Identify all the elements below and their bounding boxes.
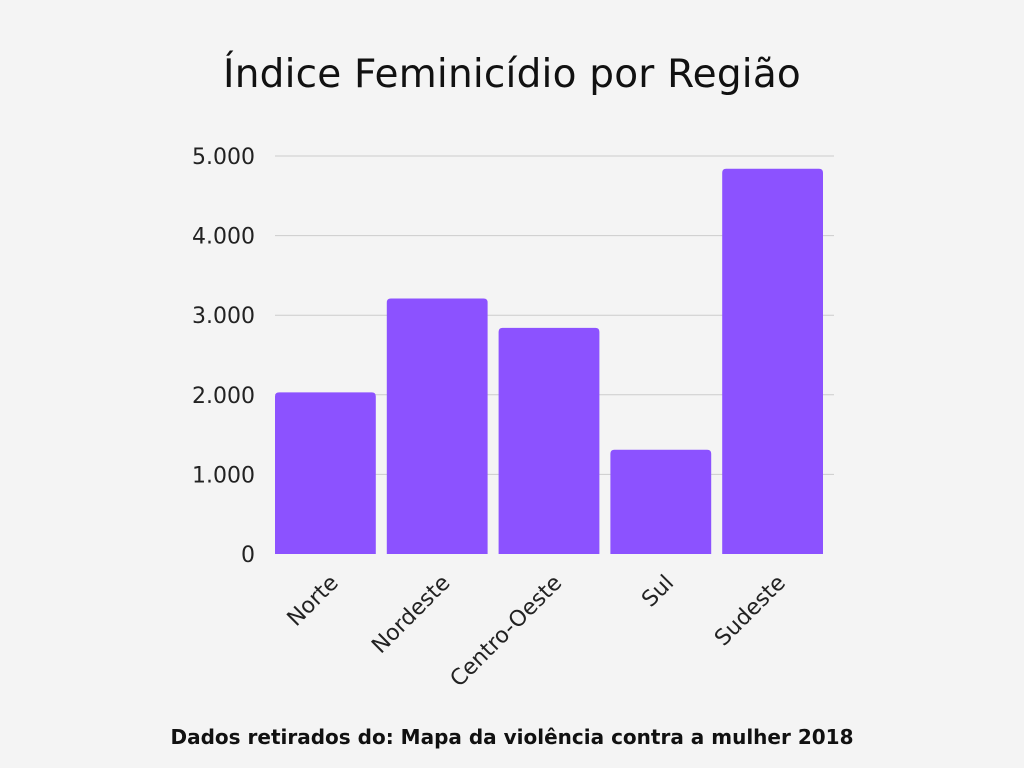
x-tick-label: Sudeste (710, 571, 791, 652)
x-tick-label: Nordeste (367, 571, 455, 659)
bar (386, 298, 488, 554)
x-tick-label: Norte (283, 571, 344, 632)
x-tick-label: Sul (637, 571, 679, 613)
x-tick-label: Centro-Oeste (446, 571, 568, 693)
y-tick-label: 3.000 (192, 304, 255, 329)
bar (275, 392, 376, 554)
y-tick-label: 2.000 (192, 384, 255, 409)
y-tick-label: 1.000 (192, 463, 255, 488)
bar (498, 327, 600, 554)
y-tick-label: 4.000 (192, 225, 255, 250)
y-tick-label: 5.000 (192, 145, 255, 170)
y-tick-label: 0 (241, 543, 255, 568)
source-note: Dados retirados do: Mapa da violência co… (170, 725, 854, 749)
chart-title: Índice Feminicídio por Região (223, 52, 801, 97)
bar (610, 449, 712, 554)
bar (722, 168, 823, 554)
